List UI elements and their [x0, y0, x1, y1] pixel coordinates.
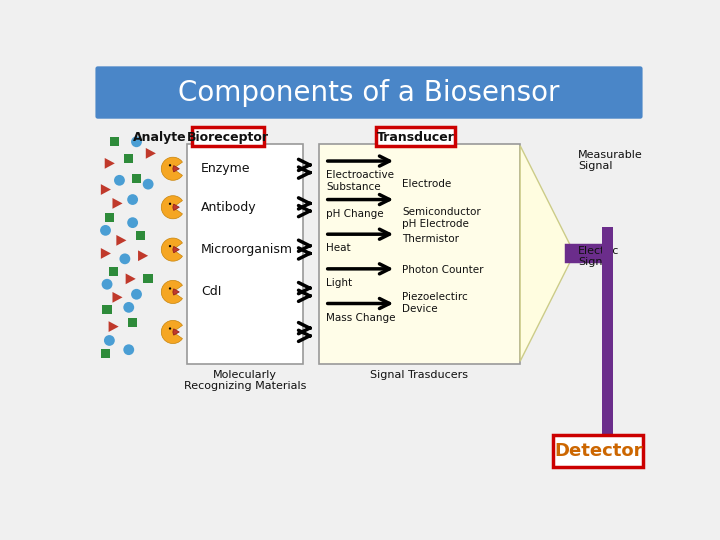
- Wedge shape: [173, 329, 179, 335]
- Bar: [602, 226, 613, 442]
- Text: CdI: CdI: [201, 286, 221, 299]
- Circle shape: [120, 253, 130, 264]
- Wedge shape: [173, 204, 179, 211]
- Circle shape: [102, 279, 112, 289]
- Wedge shape: [161, 280, 182, 303]
- Text: Signal Trasducers: Signal Trasducers: [370, 370, 469, 380]
- Text: Antibody: Antibody: [201, 201, 256, 214]
- Bar: [109, 267, 118, 276]
- Bar: [90, 121, 648, 481]
- Text: Electroactive
Substance: Electroactive Substance: [326, 170, 395, 192]
- Polygon shape: [126, 273, 136, 284]
- Text: Electrode: Electrode: [402, 179, 451, 189]
- Text: Microorganism: Microorganism: [201, 243, 293, 256]
- Text: Molecularly
Recognizing Materials: Molecularly Recognizing Materials: [184, 370, 306, 392]
- Text: Heat: Heat: [326, 244, 351, 253]
- Wedge shape: [173, 289, 179, 295]
- Wedge shape: [173, 166, 179, 172]
- Circle shape: [123, 302, 134, 313]
- Bar: [187, 144, 303, 363]
- Text: Electric
Signal: Electric Signal: [578, 246, 620, 267]
- Circle shape: [169, 327, 171, 330]
- Polygon shape: [101, 248, 111, 259]
- Circle shape: [100, 225, 111, 236]
- Wedge shape: [161, 157, 182, 180]
- FancyBboxPatch shape: [554, 435, 644, 467]
- Bar: [132, 174, 141, 184]
- Text: Enzyme: Enzyme: [201, 162, 251, 176]
- Wedge shape: [161, 320, 182, 343]
- Polygon shape: [112, 198, 122, 209]
- Polygon shape: [112, 292, 122, 303]
- Text: Light: Light: [326, 278, 353, 288]
- Polygon shape: [597, 442, 618, 454]
- Circle shape: [169, 202, 171, 205]
- Text: Photon Counter: Photon Counter: [402, 265, 484, 275]
- Polygon shape: [109, 321, 119, 332]
- Circle shape: [143, 179, 153, 190]
- Circle shape: [131, 289, 142, 300]
- FancyBboxPatch shape: [192, 127, 264, 146]
- Bar: [104, 213, 114, 222]
- Text: Detector: Detector: [554, 442, 643, 460]
- Polygon shape: [101, 184, 111, 195]
- Wedge shape: [161, 195, 182, 219]
- FancyBboxPatch shape: [376, 127, 455, 146]
- Text: Measurable
Signal: Measurable Signal: [578, 150, 643, 171]
- Wedge shape: [173, 246, 179, 253]
- Circle shape: [104, 335, 114, 346]
- Text: Transducer: Transducer: [377, 131, 454, 144]
- Text: Mass Change: Mass Change: [326, 313, 396, 323]
- Text: Bioreceptor: Bioreceptor: [187, 131, 269, 144]
- Text: pH Change: pH Change: [326, 209, 384, 219]
- Bar: [124, 154, 133, 164]
- Wedge shape: [161, 238, 182, 261]
- Circle shape: [131, 137, 142, 147]
- Bar: [143, 274, 153, 284]
- Bar: [128, 318, 138, 327]
- Polygon shape: [520, 146, 575, 361]
- Circle shape: [127, 194, 138, 205]
- Polygon shape: [117, 235, 127, 246]
- Circle shape: [169, 164, 171, 166]
- Polygon shape: [145, 148, 156, 159]
- Bar: [102, 305, 112, 314]
- Text: Analyte: Analyte: [132, 131, 186, 145]
- Bar: [110, 137, 120, 146]
- FancyBboxPatch shape: [96, 66, 642, 119]
- Text: Piezoelectirc
Device: Piezoelectirc Device: [402, 292, 468, 314]
- Circle shape: [169, 287, 171, 289]
- Polygon shape: [104, 158, 114, 168]
- Text: Thermistor: Thermistor: [402, 234, 459, 244]
- Circle shape: [169, 245, 171, 247]
- Bar: [319, 144, 520, 363]
- Polygon shape: [138, 251, 148, 261]
- Bar: [101, 349, 110, 358]
- Text: Components of a Biosensor: Components of a Biosensor: [179, 79, 559, 107]
- Text: Semiconductor
pH Electrode: Semiconductor pH Electrode: [402, 207, 481, 229]
- Bar: [136, 231, 145, 240]
- Circle shape: [114, 175, 125, 186]
- Circle shape: [127, 217, 138, 228]
- Circle shape: [123, 345, 134, 355]
